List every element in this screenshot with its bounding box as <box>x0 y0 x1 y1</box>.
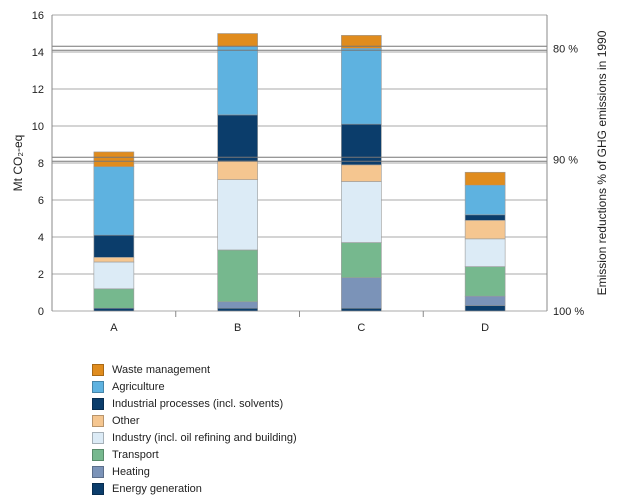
x-tick-label: B <box>234 322 241 334</box>
bar-segment <box>217 179 258 251</box>
legend-item: Other <box>92 412 297 429</box>
bar-segment <box>93 166 135 236</box>
bar-segment <box>464 238 506 267</box>
y-tick-label: 10 <box>32 121 44 133</box>
legend-swatch <box>92 414 104 427</box>
x-tick-label: C <box>357 322 365 334</box>
legend-label: Agriculture <box>112 380 165 393</box>
bar-segment <box>341 123 382 166</box>
bar-segment <box>217 33 258 47</box>
legend-swatch <box>92 397 104 410</box>
secondary-axis-title: Emission reductions % of GHG emissions i… <box>595 30 609 295</box>
y-tick-label: 6 <box>38 195 44 207</box>
bar-segment <box>93 257 135 263</box>
bar-segment <box>464 266 506 297</box>
bar-segment <box>464 214 506 221</box>
bar-segment <box>93 307 135 312</box>
bar-segment <box>341 242 382 279</box>
bar-segment <box>93 151 135 167</box>
y-axis-title: Mt CO₂-eq <box>11 135 25 192</box>
legend-label: Industry (incl. oil refining and buildin… <box>112 431 297 444</box>
legend-label: Waste management <box>112 363 211 376</box>
legend-swatch <box>92 465 104 478</box>
bar-segment <box>464 184 506 216</box>
legend-swatch <box>92 482 104 495</box>
y-tick-label: 8 <box>38 158 44 170</box>
legend-item: Heating <box>92 463 297 480</box>
legend-swatch <box>92 431 104 444</box>
y-tick-label: 2 <box>38 269 44 281</box>
x-tick-label: D <box>481 322 489 334</box>
legend-item: Industrial processes (incl. solvents) <box>92 395 297 412</box>
legend-label: Industrial processes (incl. solvents) <box>112 397 284 410</box>
legend-label: Other <box>112 414 140 427</box>
bar-segment <box>464 295 506 306</box>
bar-segment <box>217 160 258 180</box>
y-tick-label: 14 <box>32 47 44 59</box>
reference-line-label: 80 % <box>553 43 578 55</box>
legend-swatch <box>92 448 104 461</box>
bar-segment <box>464 305 506 312</box>
bar-segment <box>217 249 258 303</box>
legend-label: Energy generation <box>112 482 202 495</box>
y-tick-label: 4 <box>38 232 44 244</box>
y-tick-label: 0 <box>38 306 44 318</box>
bar-segment <box>341 181 382 243</box>
reference-line-label: 90 % <box>553 154 578 166</box>
legend-label: Transport <box>112 448 159 461</box>
bar-segment <box>341 35 382 49</box>
x-tick-label: A <box>110 322 118 334</box>
legend-item: Industry (incl. oil refining and buildin… <box>92 429 297 446</box>
legend-swatch <box>92 380 104 393</box>
bar-segment <box>217 307 258 312</box>
bar-segment <box>464 171 506 186</box>
legend-swatch <box>92 363 104 376</box>
reference-line-label: 100 % <box>553 306 584 318</box>
bar-segment <box>341 277 382 309</box>
legend-item: Energy generation <box>92 480 297 497</box>
bar-segment <box>464 220 506 240</box>
bar-segment <box>217 114 258 162</box>
bar-segment <box>217 301 258 309</box>
legend-label: Heating <box>112 465 150 478</box>
bar-segment <box>341 307 382 312</box>
legend-item: Agriculture <box>92 378 297 395</box>
legend: Waste management Agriculture Industrial pr… <box>92 361 297 497</box>
bar-segment <box>341 164 382 182</box>
legend-item: Transport <box>92 446 297 463</box>
legend-item: Waste management <box>92 361 297 378</box>
y-tick-label: 12 <box>32 84 44 96</box>
y-tick-label: 16 <box>32 10 44 22</box>
bar-segment <box>217 46 258 116</box>
bar-segment <box>341 47 382 125</box>
bar-segment <box>93 261 135 290</box>
bar-segment <box>93 234 135 258</box>
bar-segment <box>93 288 135 309</box>
